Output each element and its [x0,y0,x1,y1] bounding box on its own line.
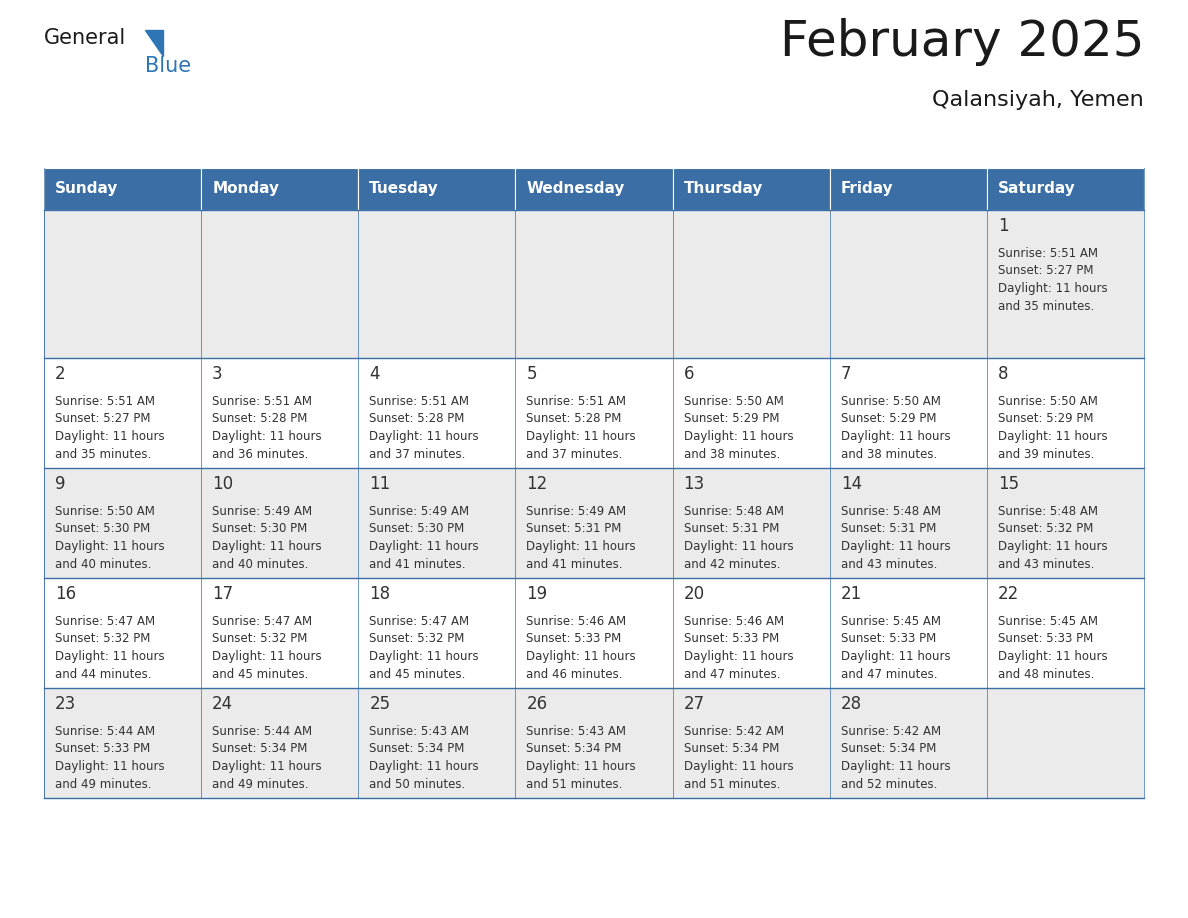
Text: 8: 8 [998,365,1009,383]
Text: Sunrise: 5:51 AM
Sunset: 5:28 PM
Daylight: 11 hours
and 37 minutes.: Sunrise: 5:51 AM Sunset: 5:28 PM Dayligh… [526,395,636,461]
Text: 17: 17 [213,585,233,603]
Bar [829,168,987,210]
Text: 13: 13 [683,475,704,493]
Polygon shape [145,30,163,56]
Text: Saturday: Saturday [998,182,1075,196]
Text: 24: 24 [213,695,233,713]
Text: Sunrise: 5:50 AM
Sunset: 5:29 PM
Daylight: 11 hours
and 39 minutes.: Sunrise: 5:50 AM Sunset: 5:29 PM Dayligh… [998,395,1107,461]
Bar [201,168,359,210]
Bar [44,578,1144,688]
Text: 5: 5 [526,365,537,383]
Text: Sunrise: 5:49 AM
Sunset: 5:31 PM
Daylight: 11 hours
and 41 minutes.: Sunrise: 5:49 AM Sunset: 5:31 PM Dayligh… [526,505,636,570]
Text: Sunrise: 5:48 AM
Sunset: 5:32 PM
Daylight: 11 hours
and 43 minutes.: Sunrise: 5:48 AM Sunset: 5:32 PM Dayligh… [998,505,1107,570]
Text: Sunrise: 5:51 AM
Sunset: 5:28 PM
Daylight: 11 hours
and 37 minutes.: Sunrise: 5:51 AM Sunset: 5:28 PM Dayligh… [369,395,479,461]
Text: Friday: Friday [841,182,893,196]
Text: 21: 21 [841,585,862,603]
Bar [44,168,201,210]
Text: Sunrise: 5:49 AM
Sunset: 5:30 PM
Daylight: 11 hours
and 41 minutes.: Sunrise: 5:49 AM Sunset: 5:30 PM Dayligh… [369,505,479,570]
Text: 10: 10 [213,475,233,493]
Text: Monday: Monday [213,182,279,196]
Text: Sunrise: 5:46 AM
Sunset: 5:33 PM
Daylight: 11 hours
and 47 minutes.: Sunrise: 5:46 AM Sunset: 5:33 PM Dayligh… [683,615,794,680]
Text: Sunrise: 5:47 AM
Sunset: 5:32 PM
Daylight: 11 hours
and 45 minutes.: Sunrise: 5:47 AM Sunset: 5:32 PM Dayligh… [213,615,322,680]
Bar [44,468,1144,578]
Text: 2: 2 [55,365,65,383]
Text: Sunrise: 5:48 AM
Sunset: 5:31 PM
Daylight: 11 hours
and 42 minutes.: Sunrise: 5:48 AM Sunset: 5:31 PM Dayligh… [683,505,794,570]
Bar [987,168,1144,210]
Text: 19: 19 [526,585,548,603]
Text: Sunrise: 5:50 AM
Sunset: 5:29 PM
Daylight: 11 hours
and 38 minutes.: Sunrise: 5:50 AM Sunset: 5:29 PM Dayligh… [683,395,794,461]
Text: Sunrise: 5:44 AM
Sunset: 5:33 PM
Daylight: 11 hours
and 49 minutes.: Sunrise: 5:44 AM Sunset: 5:33 PM Dayligh… [55,725,165,790]
Text: 20: 20 [683,585,704,603]
Text: Sunrise: 5:47 AM
Sunset: 5:32 PM
Daylight: 11 hours
and 45 minutes.: Sunrise: 5:47 AM Sunset: 5:32 PM Dayligh… [369,615,479,680]
Text: Sunrise: 5:50 AM
Sunset: 5:29 PM
Daylight: 11 hours
and 38 minutes.: Sunrise: 5:50 AM Sunset: 5:29 PM Dayligh… [841,395,950,461]
Bar [516,168,672,210]
Text: 16: 16 [55,585,76,603]
Text: Sunrise: 5:43 AM
Sunset: 5:34 PM
Daylight: 11 hours
and 50 minutes.: Sunrise: 5:43 AM Sunset: 5:34 PM Dayligh… [369,725,479,790]
Text: Sunrise: 5:51 AM
Sunset: 5:27 PM
Daylight: 11 hours
and 35 minutes.: Sunrise: 5:51 AM Sunset: 5:27 PM Dayligh… [55,395,165,461]
Text: 9: 9 [55,475,65,493]
Text: Sunrise: 5:50 AM
Sunset: 5:30 PM
Daylight: 11 hours
and 40 minutes.: Sunrise: 5:50 AM Sunset: 5:30 PM Dayligh… [55,505,165,570]
Text: 27: 27 [683,695,704,713]
Text: 3: 3 [213,365,223,383]
Text: Sunrise: 5:45 AM
Sunset: 5:33 PM
Daylight: 11 hours
and 47 minutes.: Sunrise: 5:45 AM Sunset: 5:33 PM Dayligh… [841,615,950,680]
Text: Thursday: Thursday [683,182,763,196]
Text: Sunrise: 5:42 AM
Sunset: 5:34 PM
Daylight: 11 hours
and 51 minutes.: Sunrise: 5:42 AM Sunset: 5:34 PM Dayligh… [683,725,794,790]
Text: 26: 26 [526,695,548,713]
Text: 23: 23 [55,695,76,713]
Text: Sunrise: 5:49 AM
Sunset: 5:30 PM
Daylight: 11 hours
and 40 minutes.: Sunrise: 5:49 AM Sunset: 5:30 PM Dayligh… [213,505,322,570]
Text: 22: 22 [998,585,1019,603]
Text: 12: 12 [526,475,548,493]
Text: General: General [44,28,126,48]
Text: Sunrise: 5:44 AM
Sunset: 5:34 PM
Daylight: 11 hours
and 49 minutes.: Sunrise: 5:44 AM Sunset: 5:34 PM Dayligh… [213,725,322,790]
Text: 11: 11 [369,475,391,493]
Text: 4: 4 [369,365,380,383]
Text: Wednesday: Wednesday [526,182,625,196]
Text: 25: 25 [369,695,391,713]
Text: 28: 28 [841,695,861,713]
Bar [44,210,1144,358]
Bar [44,688,1144,798]
Text: February 2025: February 2025 [779,18,1144,66]
Text: Sunrise: 5:43 AM
Sunset: 5:34 PM
Daylight: 11 hours
and 51 minutes.: Sunrise: 5:43 AM Sunset: 5:34 PM Dayligh… [526,725,636,790]
Text: 6: 6 [683,365,694,383]
Bar [359,168,516,210]
Text: Sunrise: 5:45 AM
Sunset: 5:33 PM
Daylight: 11 hours
and 48 minutes.: Sunrise: 5:45 AM Sunset: 5:33 PM Dayligh… [998,615,1107,680]
Bar [672,168,829,210]
Text: Sunrise: 5:51 AM
Sunset: 5:27 PM
Daylight: 11 hours
and 35 minutes.: Sunrise: 5:51 AM Sunset: 5:27 PM Dayligh… [998,247,1107,312]
Bar [44,358,1144,468]
Text: Tuesday: Tuesday [369,182,440,196]
Text: Blue: Blue [145,56,191,76]
Text: Qalansiyah, Yemen: Qalansiyah, Yemen [933,90,1144,110]
Text: 1: 1 [998,217,1009,235]
Text: Sunrise: 5:46 AM
Sunset: 5:33 PM
Daylight: 11 hours
and 46 minutes.: Sunrise: 5:46 AM Sunset: 5:33 PM Dayligh… [526,615,636,680]
Text: Sunday: Sunday [55,182,119,196]
Text: Sunrise: 5:51 AM
Sunset: 5:28 PM
Daylight: 11 hours
and 36 minutes.: Sunrise: 5:51 AM Sunset: 5:28 PM Dayligh… [213,395,322,461]
Text: Sunrise: 5:47 AM
Sunset: 5:32 PM
Daylight: 11 hours
and 44 minutes.: Sunrise: 5:47 AM Sunset: 5:32 PM Dayligh… [55,615,165,680]
Text: 18: 18 [369,585,391,603]
Text: 15: 15 [998,475,1019,493]
Text: Sunrise: 5:48 AM
Sunset: 5:31 PM
Daylight: 11 hours
and 43 minutes.: Sunrise: 5:48 AM Sunset: 5:31 PM Dayligh… [841,505,950,570]
Text: 7: 7 [841,365,852,383]
Text: 14: 14 [841,475,861,493]
Text: Sunrise: 5:42 AM
Sunset: 5:34 PM
Daylight: 11 hours
and 52 minutes.: Sunrise: 5:42 AM Sunset: 5:34 PM Dayligh… [841,725,950,790]
